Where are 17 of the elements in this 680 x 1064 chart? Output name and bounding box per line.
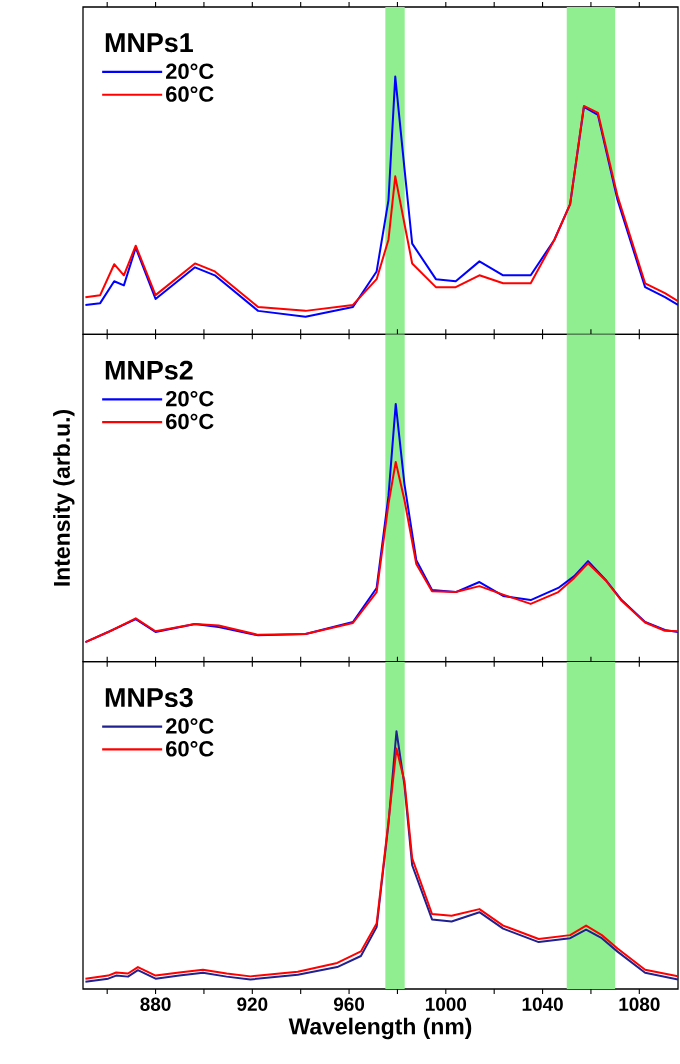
x-tick-label: 880 — [140, 997, 171, 1011]
legend-label: 60°C — [166, 86, 214, 102]
x-tick-label: 1000 — [425, 997, 467, 1011]
x-tick-label: 920 — [237, 997, 268, 1011]
y-axis-title: Intensity (arb.u.) — [53, 410, 75, 586]
x-axis-title: Wavelength (nm) — [288, 1017, 472, 1040]
legend-label: 60°C — [166, 740, 214, 757]
legend-label: 20°C — [166, 390, 214, 407]
x-tick-label: 960 — [333, 997, 365, 1011]
x-tick-label: 1080 — [619, 997, 660, 1011]
legend-label: 20°C — [166, 63, 214, 80]
chart-title: MNPs3 — [105, 688, 193, 708]
x-tick-label: 1040 — [522, 997, 563, 1011]
legend-label: 20°C — [166, 718, 214, 734]
chart-title: MNPs2 — [105, 360, 193, 380]
legend-label: 60°C — [166, 413, 214, 430]
chart-title: MNPs1 — [105, 33, 193, 53]
